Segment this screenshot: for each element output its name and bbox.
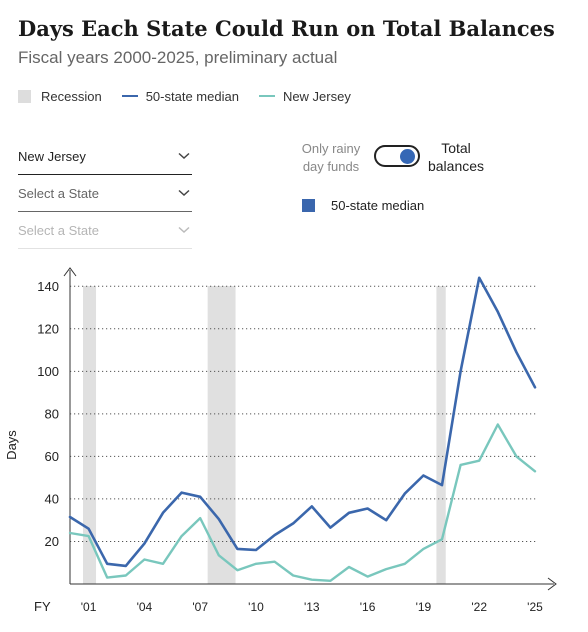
- x-tick-labels: '01 '04 '07 '10 '13 '16 '19 '22 '25: [81, 600, 543, 614]
- toggle-knob: [400, 149, 415, 164]
- recession-band-2: [436, 286, 446, 584]
- legend-label-median: 50-state median: [145, 88, 239, 104]
- toggle-left-line2: day funds: [302, 159, 360, 174]
- series-line-new-jersey: [68, 423, 537, 582]
- x-tick-2013: '13: [304, 600, 320, 614]
- y-tick-80: 80: [45, 406, 59, 421]
- x-tick-2004: '04: [137, 600, 153, 614]
- y-axis-label: Days: [4, 430, 19, 460]
- median-key: 50-state median: [302, 198, 424, 213]
- x-tick-2016: '16: [360, 600, 376, 614]
- legend-label-recession: Recession: [41, 88, 102, 104]
- recession-bands: [83, 286, 446, 584]
- x-tick-2010: '10: [248, 600, 264, 614]
- chevron-down-icon: [178, 226, 190, 234]
- axes: [63, 267, 557, 591]
- median-key-label: 50-state median: [331, 198, 425, 213]
- state-select-2[interactable]: Select a State: [18, 175, 192, 212]
- series: [68, 276, 537, 582]
- x-tick-2019: '19: [416, 600, 432, 614]
- y-tick-40: 40: [45, 491, 59, 506]
- y-tick-120: 120: [37, 321, 59, 336]
- state-select-1-value: New Jersey: [18, 148, 86, 164]
- x-tick-2025: '25: [527, 600, 543, 614]
- gridlines: [70, 285, 537, 542]
- y-tick-60: 60: [45, 449, 59, 464]
- state-select-3: Select a State: [18, 212, 192, 249]
- state-swatch: [258, 95, 275, 97]
- median-key-swatch: [302, 199, 315, 212]
- chart-subtitle: Fiscal years 2000-2025, preliminary actu…: [18, 48, 338, 67]
- y-tick-labels: 20 40 60 80 100 120 140: [37, 279, 59, 549]
- toggle-option-rainy-day[interactable]: Only rainy day funds: [296, 140, 366, 176]
- x-tick-2001: '01: [81, 600, 97, 614]
- toggle-right-line2: balances: [427, 158, 485, 174]
- legend-item-state: New Jersey: [258, 88, 351, 104]
- chevron-down-icon: [178, 189, 190, 197]
- balance-toggle[interactable]: [374, 145, 420, 167]
- y-tick-100: 100: [37, 364, 59, 379]
- recession-band-0: [83, 286, 97, 584]
- state-select-1[interactable]: New Jersey: [18, 138, 192, 175]
- series-line-median: [68, 276, 537, 568]
- state-select-2-value: Select a State: [18, 185, 99, 201]
- x-axis-label: FY: [34, 599, 51, 614]
- legend: Recession 50-state median New Jersey: [18, 86, 371, 106]
- recession-swatch: [18, 89, 31, 103]
- toggle-option-total[interactable]: Total balances: [426, 139, 486, 175]
- x-tick-2007: '07: [192, 600, 208, 614]
- y-tick-140: 140: [37, 279, 59, 294]
- legend-item-recession: Recession: [18, 89, 102, 104]
- recession-band-1: [207, 286, 236, 584]
- y-tick-20: 20: [45, 534, 59, 549]
- chart-title: Days Each State Could Run on Total Balan…: [18, 16, 555, 41]
- chevron-down-icon: [178, 152, 190, 160]
- y-axis-arrow: [63, 267, 77, 277]
- legend-label-state: New Jersey: [282, 88, 351, 104]
- toggle-right-line1: Total: [441, 140, 471, 156]
- x-axis-arrow: [547, 577, 557, 591]
- x-tick-2022: '22: [471, 600, 487, 614]
- toggle-left-line1: Only rainy: [301, 141, 361, 156]
- state-select-3-value: Select a State: [18, 222, 99, 238]
- legend-item-median: 50-state median: [121, 88, 239, 104]
- median-swatch: [121, 95, 138, 97]
